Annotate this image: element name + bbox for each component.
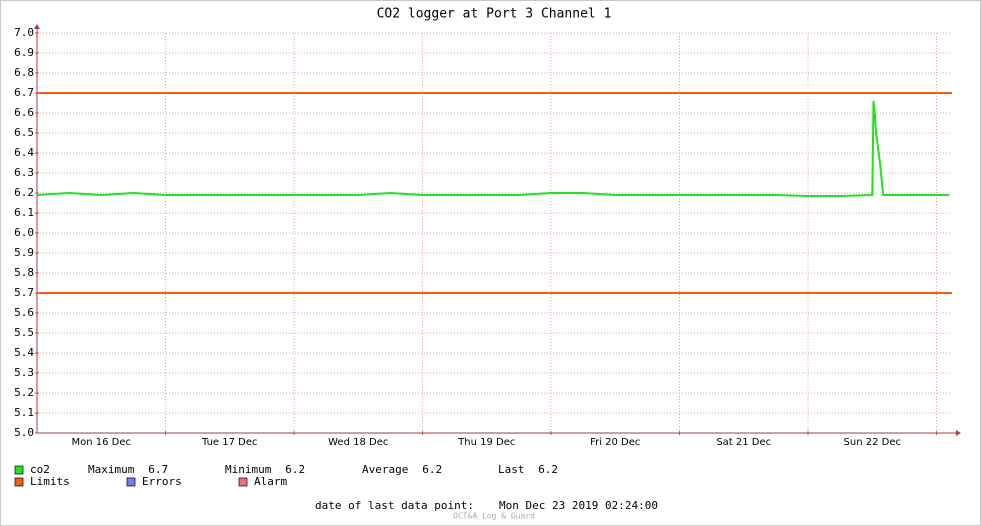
- y-tick-label: 6.0: [14, 226, 34, 239]
- x-tick-label: Sun 22 Dec: [844, 437, 901, 448]
- y-tick-label: 6.9: [14, 46, 34, 59]
- stat-value: 6.2: [285, 463, 305, 476]
- stat-label: Average: [362, 463, 408, 476]
- y-tick-label: 5.5: [14, 326, 34, 339]
- stat-value: 6.2: [422, 463, 442, 476]
- footer-date: Mon Dec 23 2019 02:24:00: [499, 499, 658, 512]
- y-tick-label: 5.4: [14, 346, 34, 359]
- y-tick-label: 6.7: [14, 86, 34, 99]
- y-tick-label: 6.6: [14, 106, 34, 119]
- x-axis-arrow: [955, 430, 961, 436]
- footer-label: date of last data point:: [315, 499, 474, 512]
- y-tick-label: 6.5: [14, 126, 34, 139]
- legend-swatch: [126, 477, 136, 487]
- y-tick-label: 5.8: [14, 266, 34, 279]
- stat-value: 6.2: [538, 463, 558, 476]
- legend-label: Alarm: [254, 475, 287, 488]
- stat-label: Minimum: [225, 463, 272, 476]
- legend-swatch: [238, 477, 248, 487]
- stat-label: Maximum: [88, 463, 135, 476]
- legend-label: Errors: [142, 475, 182, 488]
- y-tick-label: 5.0: [14, 426, 34, 439]
- chart-title: CO2 logger at Port 3 Channel 1: [377, 7, 612, 22]
- y-tick-label: 6.8: [14, 66, 34, 79]
- y-tick-label: 5.7: [14, 286, 34, 299]
- legend-label: Limits: [30, 475, 70, 488]
- stat-value: 6.7: [148, 463, 168, 476]
- x-tick-label: Mon 16 Dec: [71, 437, 131, 448]
- y-tick-label: 5.1: [14, 406, 34, 419]
- y-tick-label: 6.1: [14, 206, 34, 219]
- y-tick-label: 6.4: [14, 146, 34, 159]
- x-tick-label: Fri 20 Dec: [590, 437, 640, 448]
- credit: OCT&A Log & Guard: [453, 512, 535, 521]
- x-tick-label: Thu 19 Dec: [457, 437, 515, 448]
- x-tick-label: Sat 21 Dec: [716, 437, 771, 448]
- y-tick-label: 5.9: [14, 246, 34, 259]
- x-tick-label: Wed 18 Dec: [328, 437, 388, 448]
- y-tick-label: 5.2: [14, 386, 34, 399]
- y-tick-label: 5.6: [14, 306, 34, 319]
- legend-swatch: [14, 477, 24, 487]
- y-axis-arrow: [34, 24, 40, 29]
- y-tick-label: 6.3: [14, 166, 34, 179]
- y-tick-label: 6.2: [14, 186, 34, 199]
- y-tick-label: 7.0: [14, 26, 34, 39]
- data-line: [36, 100, 950, 197]
- x-tick-label: Tue 17 Dec: [201, 437, 258, 448]
- legend-label: co2: [30, 463, 50, 476]
- legend-swatch: [14, 465, 24, 475]
- y-tick-label: 5.3: [14, 366, 34, 379]
- stat-label: Last: [498, 463, 525, 476]
